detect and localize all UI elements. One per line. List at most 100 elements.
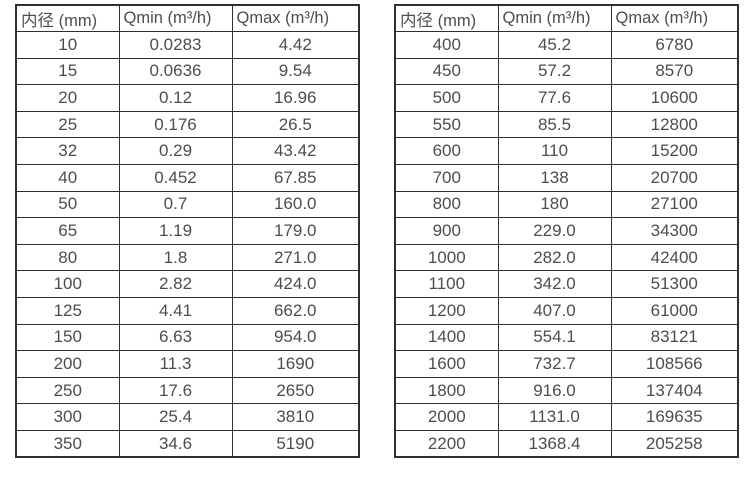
table-row: 600 110 15200 <box>394 137 739 166</box>
qmin-cell: 0.29 <box>118 137 233 166</box>
qmax-cell: 2650 <box>231 376 360 405</box>
diameter-cell: 1400 <box>394 323 499 352</box>
table-row: 300 25.4 3810 <box>15 403 360 431</box>
qmin-cell: 138 <box>497 164 612 192</box>
diameter-cell: 150 <box>15 323 120 352</box>
diameter-cell: 80 <box>15 243 120 272</box>
qmax-cell: 6780 <box>610 31 739 59</box>
diameter-cell: 25 <box>15 110 120 139</box>
header-row: 内径 (mm) Qmin (m³/h) Qmax (m³/h) <box>394 4 739 33</box>
qmax-cell: 26.5 <box>231 110 360 139</box>
table-row: 1100 342.0 51300 <box>394 270 739 299</box>
table-row: 350 34.6 5190 <box>15 430 360 458</box>
qmax-cell: 205258 <box>610 430 739 458</box>
header-qmin: Qmin (m³/h) <box>118 4 233 33</box>
qmax-cell: 424.0 <box>231 270 360 299</box>
diameter-cell: 700 <box>394 164 499 192</box>
diameter-cell: 10 <box>15 31 120 59</box>
qmax-cell: 5190 <box>231 430 360 458</box>
diameter-cell: 500 <box>394 84 499 112</box>
qmin-cell: 0.0636 <box>118 57 233 86</box>
qmin-cell: 1.8 <box>118 243 233 272</box>
qmax-cell: 160.0 <box>231 190 360 219</box>
table-row: 700 138 20700 <box>394 164 739 192</box>
qmin-cell: 732.7 <box>497 350 612 378</box>
table-row: 200 11.3 1690 <box>15 350 360 378</box>
qmax-cell: 42400 <box>610 243 739 272</box>
qmax-cell: 954.0 <box>231 323 360 352</box>
qmin-cell: 1131.0 <box>497 403 612 431</box>
table-row: 20 0.12 16.96 <box>15 84 360 112</box>
table-row: 800 180 27100 <box>394 190 739 219</box>
qmax-cell: 15200 <box>610 137 739 166</box>
qmin-cell: 17.6 <box>118 376 233 405</box>
table-row: 250 17.6 2650 <box>15 376 360 405</box>
diameter-cell: 65 <box>15 217 120 245</box>
qmax-cell: 137404 <box>610 376 739 405</box>
qmin-cell: 110 <box>497 137 612 166</box>
table-row: 1200 407.0 61000 <box>394 297 739 325</box>
qmax-cell: 108566 <box>610 350 739 378</box>
diameter-cell: 200 <box>15 350 120 378</box>
table-row: 40 0.452 67.85 <box>15 164 360 192</box>
qmin-cell: 0.7 <box>118 190 233 219</box>
table-row: 400 45.2 6780 <box>394 31 739 59</box>
qmax-cell: 16.96 <box>231 84 360 112</box>
qmax-cell: 67.85 <box>231 164 360 192</box>
table-row: 1800 916.0 137404 <box>394 376 739 405</box>
qmin-cell: 342.0 <box>497 270 612 299</box>
table-row: 1000 282.0 42400 <box>394 243 739 272</box>
header-inner-diameter: 内径 (mm) <box>15 4 120 33</box>
diameter-cell: 400 <box>394 31 499 59</box>
diameter-cell: 1600 <box>394 350 499 378</box>
qmin-cell: 0.0283 <box>118 31 233 59</box>
table-row: 32 0.29 43.42 <box>15 137 360 166</box>
qmax-cell: 43.42 <box>231 137 360 166</box>
diameter-cell: 40 <box>15 164 120 192</box>
qmax-cell: 12800 <box>610 110 739 139</box>
qmax-cell: 1690 <box>231 350 360 378</box>
table-row: 10 0.0283 4.42 <box>15 31 360 59</box>
qmin-cell: 0.12 <box>118 84 233 112</box>
qmin-cell: 0.176 <box>118 110 233 139</box>
qmin-cell: 85.5 <box>497 110 612 139</box>
table-row: 65 1.19 179.0 <box>15 217 360 245</box>
diameter-cell: 350 <box>15 430 120 458</box>
flow-range-table-small-diameters: 内径 (mm) Qmin (m³/h) Qmax (m³/h) 10 0.0283… <box>15 4 360 459</box>
diameter-cell: 32 <box>15 137 120 166</box>
table-row: 1400 554.1 83121 <box>394 323 739 352</box>
diameter-cell: 900 <box>394 217 499 245</box>
qmax-cell: 51300 <box>610 270 739 299</box>
table-row: 80 1.8 271.0 <box>15 243 360 272</box>
qmin-cell: 180 <box>497 190 612 219</box>
diameter-cell: 250 <box>15 376 120 405</box>
qmin-cell: 6.63 <box>118 323 233 352</box>
header-qmin: Qmin (m³/h) <box>497 4 612 33</box>
diameter-cell: 800 <box>394 190 499 219</box>
qmin-cell: 45.2 <box>497 31 612 59</box>
qmin-cell: 57.2 <box>497 57 612 86</box>
diameter-cell: 600 <box>394 137 499 166</box>
table-row: 2000 1131.0 169635 <box>394 403 739 431</box>
diameter-cell: 450 <box>394 57 499 86</box>
qmin-cell: 282.0 <box>497 243 612 272</box>
diameter-cell: 2200 <box>394 430 499 458</box>
header-row: 内径 (mm) Qmin (m³/h) Qmax (m³/h) <box>15 4 360 33</box>
qmax-cell: 34300 <box>610 217 739 245</box>
table-row: 1600 732.7 108566 <box>394 350 739 378</box>
qmax-cell: 8570 <box>610 57 739 86</box>
table-row: 50 0.7 160.0 <box>15 190 360 219</box>
diameter-cell: 1800 <box>394 376 499 405</box>
table-row: 125 4.41 662.0 <box>15 297 360 325</box>
diameter-cell: 2000 <box>394 403 499 431</box>
qmax-cell: 20700 <box>610 164 739 192</box>
table-row: 900 229.0 34300 <box>394 217 739 245</box>
diameter-cell: 125 <box>15 297 120 325</box>
qmax-cell: 27100 <box>610 190 739 219</box>
qmin-cell: 34.6 <box>118 430 233 458</box>
qmin-cell: 229.0 <box>497 217 612 245</box>
header-inner-diameter: 内径 (mm) <box>394 4 499 33</box>
qmin-cell: 1368.4 <box>497 430 612 458</box>
flow-range-table-large-diameters: 内径 (mm) Qmin (m³/h) Qmax (m³/h) 400 45.2 6… <box>394 4 739 459</box>
qmax-cell: 10600 <box>610 84 739 112</box>
